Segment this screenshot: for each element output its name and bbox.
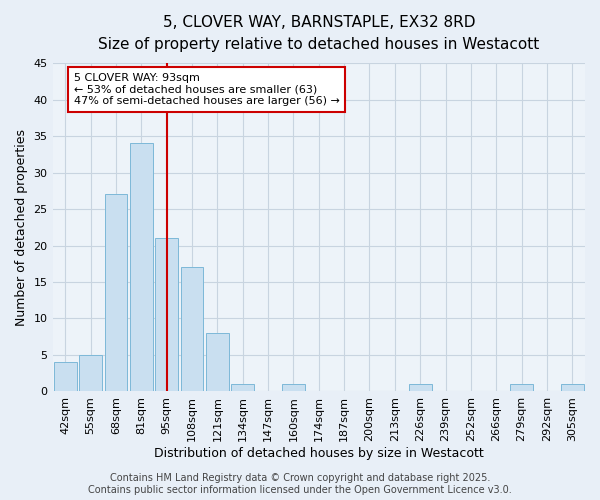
Bar [561, 384, 584, 392]
Bar [130, 144, 152, 392]
Y-axis label: Number of detached properties: Number of detached properties [15, 129, 28, 326]
Bar [510, 384, 533, 392]
Bar [282, 384, 305, 392]
X-axis label: Distribution of detached houses by size in Westacott: Distribution of detached houses by size … [154, 447, 484, 460]
Text: Contains HM Land Registry data © Crown copyright and database right 2025.
Contai: Contains HM Land Registry data © Crown c… [88, 474, 512, 495]
Bar [206, 333, 229, 392]
Bar [79, 355, 102, 392]
Bar [54, 362, 77, 392]
Bar [155, 238, 178, 392]
Text: 5 CLOVER WAY: 93sqm
← 53% of detached houses are smaller (63)
47% of semi-detach: 5 CLOVER WAY: 93sqm ← 53% of detached ho… [74, 73, 340, 106]
Bar [409, 384, 431, 392]
Bar [181, 268, 203, 392]
Bar [104, 194, 127, 392]
Bar [231, 384, 254, 392]
Title: 5, CLOVER WAY, BARNSTAPLE, EX32 8RD
Size of property relative to detached houses: 5, CLOVER WAY, BARNSTAPLE, EX32 8RD Size… [98, 15, 539, 52]
